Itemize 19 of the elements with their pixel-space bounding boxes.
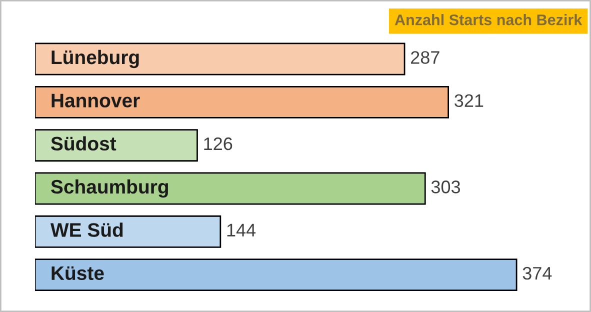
bar xyxy=(35,129,198,162)
bar xyxy=(35,42,406,76)
y-tick-label: Schaumburg xyxy=(51,179,168,198)
bar xyxy=(35,86,450,118)
bar xyxy=(35,215,222,248)
data-label: 374 xyxy=(522,266,552,280)
data-label: 126 xyxy=(204,137,232,150)
data-label: 144 xyxy=(227,224,256,236)
data-label: 321 xyxy=(454,94,484,108)
data-label: 287 xyxy=(411,51,440,64)
y-tick-label: Küste xyxy=(52,266,104,280)
y-tick-label: Lüneburg xyxy=(52,50,139,68)
bar xyxy=(35,258,518,292)
bar xyxy=(35,172,426,205)
y-tick-label: Hannover xyxy=(52,94,140,108)
y-tick-label: Südost xyxy=(51,136,116,151)
chart-title: Anzahl Starts nach Bezirk xyxy=(394,14,582,26)
data-label: 303 xyxy=(431,180,460,194)
y-tick-label: WE Süd xyxy=(50,222,123,237)
